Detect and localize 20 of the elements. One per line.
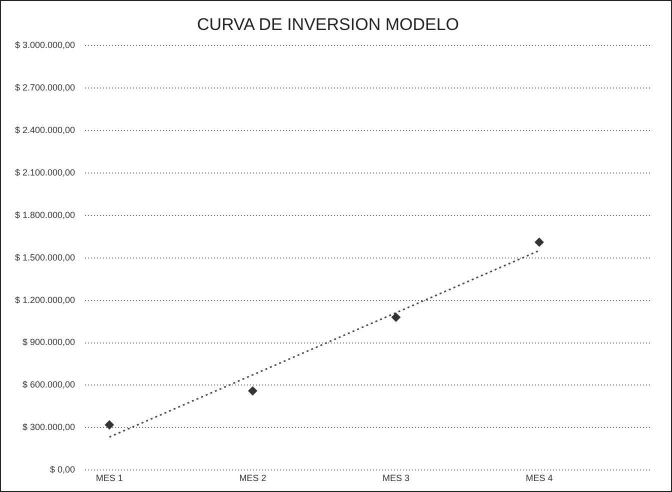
- y-tick-label: $ 2.400.000,00: [14, 124, 76, 135]
- y-tick-label: $ 3.000.000,00: [14, 40, 76, 50]
- y-tick-label: $ 2.100.000,00: [14, 167, 76, 178]
- y-tick-label: $ 0,00: [50, 464, 76, 475]
- point: [391, 312, 400, 322]
- y-tick-label: $ 2.700.000,00: [14, 82, 76, 92]
- y-tick-label: $ 1.500.000,00: [14, 252, 76, 262]
- y-tick-label: $ 1.200.000,00: [14, 294, 76, 305]
- y-tick-label: $ 1.800.000,00: [14, 210, 76, 220]
- x-tick-label: MES 2: [239, 473, 266, 484]
- y-tick-label: $ 900.000,00: [22, 337, 76, 348]
- y-tick-label: $ 300.000,00: [22, 422, 76, 432]
- y-tick-label: $ 600.000,00: [22, 380, 76, 390]
- point: [104, 420, 114, 430]
- point: [534, 238, 544, 247]
- point: [248, 386, 258, 396]
- x-tick-label: MES 1: [96, 473, 123, 484]
- x-tick-label: MES 4: [526, 473, 553, 484]
- x-tick-label: MES 3: [382, 473, 410, 484]
- chart-title: CURVA DE INVERSION MODELO: [197, 14, 459, 34]
